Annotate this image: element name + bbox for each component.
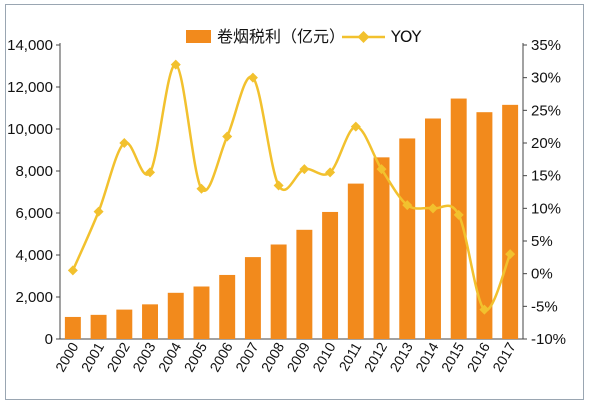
yoy-point-2011	[350, 121, 361, 132]
left-y-ticks: 0 2,000 4,000 6,000 8,000 10,000 12,000 14,000	[7, 37, 60, 348]
bar-2010	[322, 211, 339, 339]
yoy-point-2006	[222, 131, 233, 142]
left-y-tick-label: 8,000	[15, 163, 53, 180]
legend-line-label: YOY	[390, 27, 422, 46]
legend-bar-swatch	[186, 30, 211, 43]
right-y-tick-label: 0%	[531, 266, 553, 283]
right-y-tick-label: 15%	[531, 168, 561, 185]
left-y-tick-label: 0	[45, 331, 53, 348]
legend-line-marker	[357, 31, 370, 43]
yoy-point-2000	[67, 265, 78, 276]
bar-2002	[116, 309, 133, 339]
right-y-tick-label: 30%	[531, 70, 561, 87]
yoy-point-2015	[453, 209, 464, 220]
yoy-point-2004	[170, 59, 181, 70]
bar-2008	[270, 244, 287, 339]
bar-2011	[347, 183, 364, 339]
right-y-tick-label: 10%	[531, 200, 561, 217]
bar-2004	[167, 292, 184, 339]
bar-2006	[219, 274, 236, 339]
bar-2001	[90, 314, 107, 339]
axes	[59, 43, 524, 340]
yoy-point-2010	[325, 167, 336, 178]
bar-2007	[244, 257, 261, 339]
left-y-tick-label: 2,000	[15, 289, 53, 306]
bar-2003	[142, 304, 159, 339]
left-y-tick-label: 12,000	[7, 79, 53, 96]
bar-2009	[296, 229, 313, 339]
legend-bar-label: 卷烟税利（亿元）	[217, 27, 345, 46]
bar-2013	[399, 138, 416, 339]
right-y-tick-label: -5%	[531, 298, 558, 315]
yoy-point-2007	[247, 72, 258, 83]
bar-2000	[64, 316, 81, 339]
right-y-tick-label: -10%	[531, 331, 566, 348]
right-y-tick-label: 25%	[531, 102, 561, 119]
yoy-point-2016	[479, 304, 490, 315]
yoy-point-2005	[196, 183, 207, 194]
yoy-point-2008	[273, 180, 284, 191]
right-y-tick-label: 35%	[531, 37, 561, 54]
right-y-tick-label: 5%	[531, 233, 553, 250]
bar-2017	[502, 104, 519, 339]
left-y-tick-label: 14,000	[7, 37, 53, 54]
bar-2014	[424, 118, 441, 339]
line-series	[67, 59, 516, 315]
yoy-point-2001	[93, 206, 104, 217]
bar-2016	[476, 112, 493, 339]
right-y-ticks: -10% -5% 0% 5% 10% 15% 20% 25% 30% 35%	[523, 37, 566, 348]
bar-2012	[373, 157, 390, 339]
left-y-tick-label: 4,000	[15, 247, 53, 264]
yoy-point-2002	[119, 138, 130, 148]
yoy-point-2013	[402, 200, 413, 211]
legend: 卷烟税利（亿元） YOY	[186, 27, 422, 46]
yoy-point-2014	[427, 203, 438, 214]
right-y-tick-label: 20%	[531, 135, 561, 152]
yoy-point-2012	[376, 164, 387, 175]
yoy-point-2009	[299, 164, 310, 175]
yoy-point-2017	[505, 249, 516, 260]
bar-2005	[193, 286, 210, 339]
left-y-tick-label: 6,000	[15, 205, 53, 222]
yoy-point-2003	[145, 167, 156, 178]
left-y-tick-label: 10,000	[7, 121, 53, 138]
